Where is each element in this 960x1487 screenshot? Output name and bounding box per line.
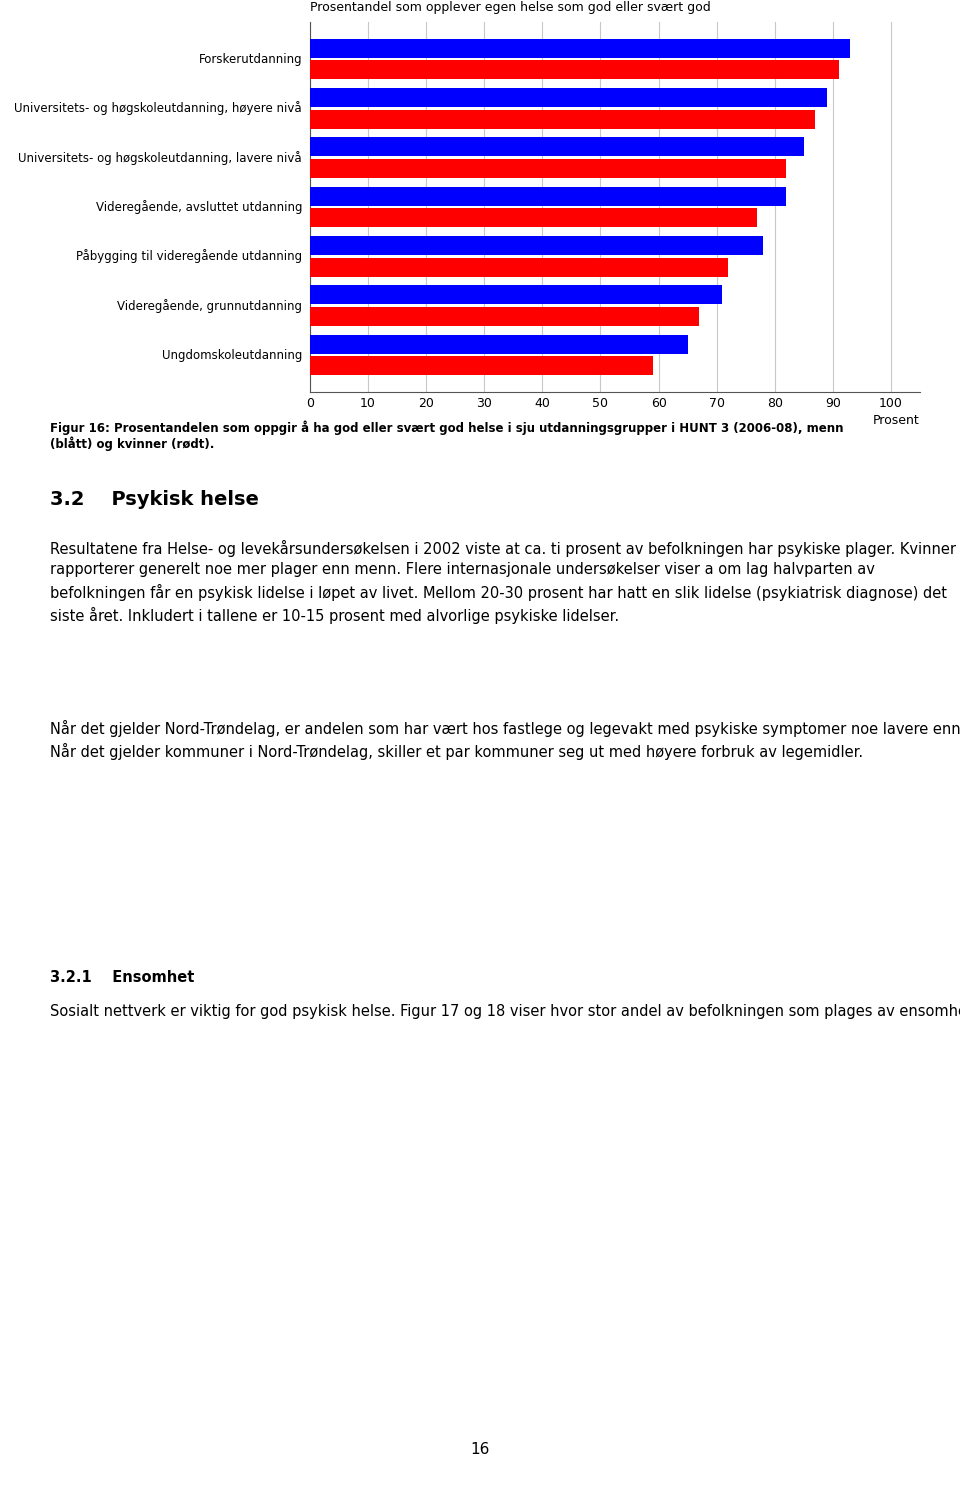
Text: 3.2    Psykisk helse: 3.2 Psykisk helse — [50, 491, 259, 509]
Text: Sosialt nettverk er viktig for god psykisk helse. Figur 17 og 18 viser hvor stor: Sosialt nettverk er viktig for god psyki… — [50, 1002, 960, 1019]
Text: Videregående, avsluttet utdanning: Videregående, avsluttet utdanning — [95, 201, 302, 214]
Bar — [310, 159, 786, 178]
Text: 16: 16 — [470, 1442, 490, 1457]
Text: Universitets- og høgskoleutdanning, høyere nivå: Universitets- og høgskoleutdanning, høye… — [14, 101, 302, 116]
Bar — [310, 110, 815, 128]
Bar — [310, 39, 851, 58]
Text: Påbygging til videregående utdanning: Påbygging til videregående utdanning — [76, 250, 302, 263]
Bar — [310, 308, 699, 326]
Bar — [310, 137, 804, 156]
Bar — [310, 208, 757, 228]
Bar — [310, 187, 786, 205]
Bar — [310, 335, 687, 354]
Bar — [310, 236, 763, 254]
Bar — [310, 286, 723, 305]
Text: Videregående, grunnutdanning: Videregående, grunnutdanning — [117, 299, 302, 312]
X-axis label: Prosent: Prosent — [874, 413, 920, 427]
Bar — [310, 61, 839, 79]
Bar — [310, 257, 729, 277]
Text: Ungdomskoleutdanning: Ungdomskoleutdanning — [161, 348, 302, 361]
Bar — [310, 357, 653, 375]
Text: 3.2.1    Ensomhet: 3.2.1 Ensomhet — [50, 970, 194, 984]
Text: Resultatene fra Helse- og levekårsundersøkelsen i 2002 viste at ca. ti prosent a: Resultatene fra Helse- og levekårsunders… — [50, 540, 956, 625]
Text: Figur 16: Prosentandelen som oppgir å ha god eller svært god helse i sju utdanni: Figur 16: Prosentandelen som oppgir å ha… — [50, 419, 844, 452]
Bar — [310, 88, 828, 107]
Text: Forskerutdanning: Forskerutdanning — [199, 52, 302, 65]
Text: Når det gjelder Nord-Trøndelag, er andelen som har vært hos fastlege og legevakt: Når det gjelder Nord-Trøndelag, er andel… — [50, 720, 960, 760]
Text: Universitets- og høgskoleutdanning, lavere nivå: Universitets- og høgskoleutdanning, lave… — [18, 150, 302, 165]
Text: Prosentandel som opplever egen helse som god eller svært god: Prosentandel som opplever egen helse som… — [310, 1, 710, 15]
